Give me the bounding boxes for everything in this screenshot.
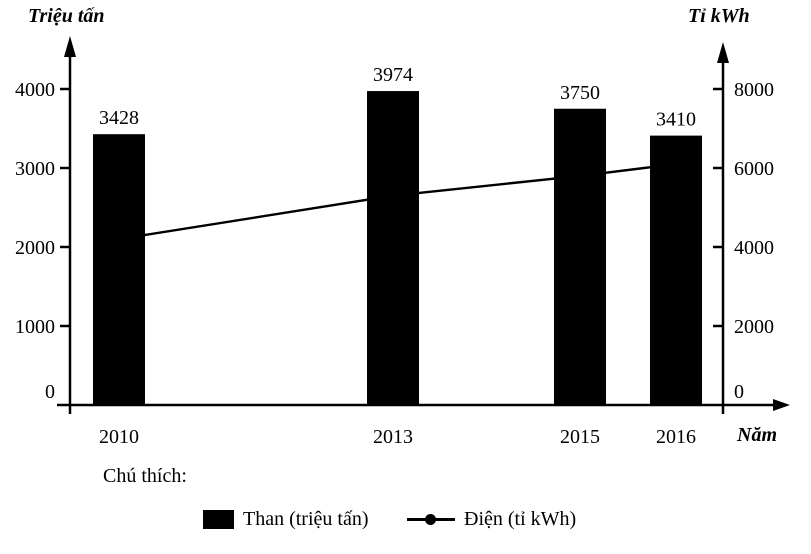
bar-value-label: 3428 — [99, 107, 139, 129]
coal-bar — [650, 135, 702, 406]
bar-value-label: 3974 — [373, 64, 413, 86]
right-axis-tick-label: 0 — [734, 381, 744, 403]
right-axis-tick-label: 6000 — [734, 158, 774, 180]
x-axis-label: Năm — [737, 424, 777, 446]
legend-label-electricity: Điện (tỉ kWh) — [464, 508, 577, 530]
legend-item-electricity: Điện (tỉ kWh) — [407, 508, 576, 531]
left-axis-title: Triệu tấn — [28, 5, 105, 27]
bar-value-label: 3750 — [560, 82, 600, 104]
electricity-line — [118, 162, 677, 241]
right-axis-tick-label: 8000 — [734, 79, 774, 101]
left-axis-tick-label: 4000 — [15, 79, 55, 101]
right-axis-title: Tỉ kWh — [688, 5, 750, 27]
electricity-line-marker-icon — [407, 510, 455, 529]
coal-bar — [367, 91, 419, 405]
legend-label-coal: Than (triệu tấn) — [243, 508, 369, 530]
coal-bar — [554, 108, 606, 405]
left-axis-tick-label: 3000 — [15, 158, 55, 180]
legend-title: Chú thích: — [103, 465, 187, 487]
coal-bar — [93, 134, 145, 406]
left-axis-tick-label: 2000 — [15, 237, 55, 259]
x-tick-label: 2010 — [99, 426, 139, 448]
x-tick-label: 2016 — [656, 426, 696, 448]
x-axis-arrow-icon — [773, 399, 790, 411]
right-axis-tick-label: 2000 — [734, 316, 774, 338]
left-axis-tick-label: 0 — [45, 381, 55, 403]
coal-bar-swatch-icon — [203, 510, 234, 529]
right-axis-tick-label: 4000 — [734, 237, 774, 259]
left-axis-arrow-icon — [64, 36, 76, 57]
x-tick-label: 2013 — [373, 426, 413, 448]
bar-value-label: 3410 — [656, 109, 696, 131]
legend-line-dot — [425, 514, 436, 525]
legend-item-coal: Than (triệu tấn) — [203, 508, 369, 531]
right-axis-arrow-icon — [717, 42, 729, 63]
x-tick-label: 2015 — [560, 426, 600, 448]
left-axis-tick-label: 1000 — [15, 316, 55, 338]
